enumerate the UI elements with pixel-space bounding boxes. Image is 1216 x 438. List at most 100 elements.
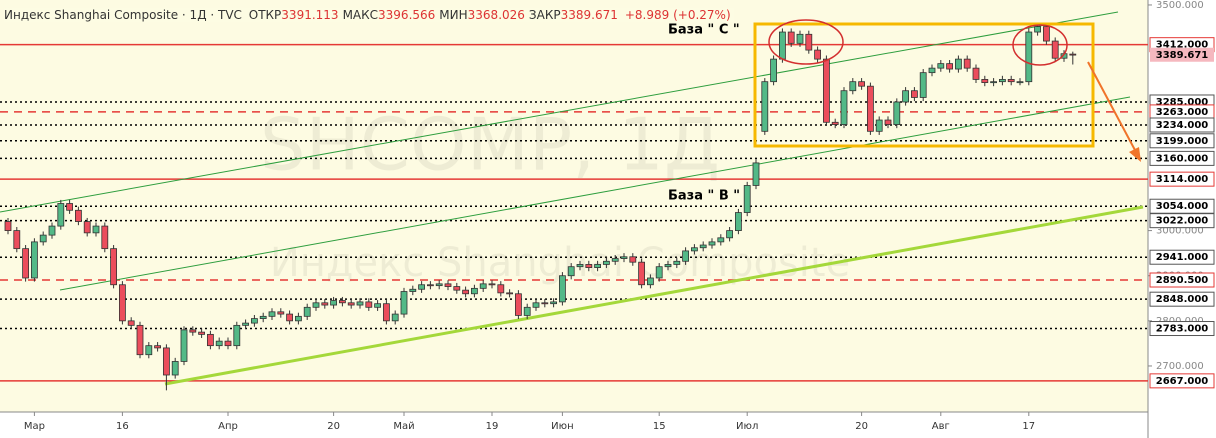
candle-body (57, 203, 65, 227)
candle-body (849, 81, 857, 92)
candle-body (708, 241, 716, 246)
candle-body (242, 322, 250, 326)
ohlc-label: ЗАКР (528, 8, 561, 22)
candle-body (13, 230, 21, 250)
candle-body (840, 90, 848, 125)
candle-body (66, 203, 73, 211)
candle-body (171, 361, 179, 376)
candle-body (541, 302, 549, 305)
candle-body (937, 63, 945, 69)
watermark: SHCOMP, 1Д (260, 103, 720, 187)
candle-body (4, 221, 12, 231)
candle-body (761, 81, 769, 132)
highlight-ellipse (768, 19, 844, 65)
x-tick-label: Июн (551, 421, 573, 432)
candle-body (162, 347, 170, 376)
candle-body (409, 288, 417, 292)
candle-body (1025, 31, 1033, 83)
candle-body (691, 247, 698, 252)
candle-body (488, 283, 496, 286)
candle-body (972, 67, 980, 80)
candle-body (611, 258, 619, 262)
channel-line-upper (0, 11, 1119, 213)
level-label: 3114.000 (1156, 174, 1209, 185)
level-label-box (1149, 321, 1215, 337)
base-c-box (753, 22, 1095, 148)
y-tick-label: 2700.000 (1156, 361, 1204, 372)
x-tick-label: Мар (24, 421, 45, 432)
highlight-ellipse (1012, 24, 1068, 66)
candle-body (224, 340, 232, 347)
candle-body (119, 284, 126, 322)
candle-body (30, 241, 38, 279)
candle-body (946, 63, 953, 70)
candle-body (823, 58, 830, 123)
candle-body (585, 264, 593, 268)
candle-body (875, 119, 883, 132)
candle-body (479, 283, 487, 289)
candle-body (347, 302, 355, 306)
time-axis-background (0, 412, 1148, 438)
change: +8.989 (+0.27%) (624, 8, 731, 22)
forecast-arrow-head (1129, 147, 1141, 162)
y-tick-label: 3500.000 (1156, 0, 1204, 11)
candle-body (858, 81, 865, 87)
candle-body (796, 33, 804, 44)
candle-body (1007, 79, 1015, 83)
candle-body (391, 313, 399, 322)
x-tick-label: Апр (218, 421, 238, 432)
candle-body (233, 324, 241, 347)
candle-body (699, 244, 707, 249)
candle-body (286, 313, 294, 322)
candle-body (1043, 26, 1050, 42)
candle-body (198, 331, 206, 335)
level-label: 3054.000 (1156, 201, 1209, 212)
level-label-box (1149, 133, 1215, 149)
candle-body (470, 287, 478, 295)
candle-body (955, 58, 962, 70)
last-price-box (1150, 47, 1214, 62)
y-tick-label: 3000.000 (1156, 226, 1204, 237)
candle-body (787, 31, 795, 44)
level-label-box (1149, 117, 1215, 133)
level-label: 2783.000 (1156, 324, 1209, 335)
ohlc-label: ОТКР (248, 8, 282, 22)
ohlc-value: 3396.566 (378, 8, 436, 22)
candle-body (180, 329, 188, 362)
level-label-box (1149, 171, 1215, 187)
x-tick-label: 17 (1022, 421, 1035, 432)
candle-body (603, 260, 610, 265)
candle-body (523, 306, 531, 316)
candle-body (735, 212, 742, 231)
candle-body (22, 248, 30, 279)
axes: 2700.0002800.0002900.0003000.0003500.000… (24, 0, 1215, 432)
candle-body (981, 79, 989, 83)
candle-body (867, 85, 874, 132)
level-label-box (1149, 213, 1215, 229)
candle-body (770, 58, 777, 83)
candle-body (374, 303, 382, 308)
candle-body (629, 256, 637, 263)
candle-body (259, 315, 267, 319)
candle-body (145, 345, 153, 356)
candle-body (206, 333, 214, 347)
candle-body (382, 303, 390, 322)
candle-body (110, 248, 117, 286)
candle-body (250, 318, 258, 324)
annotation: База " C " (668, 23, 740, 38)
candle-body (127, 320, 135, 326)
level-label-box (1149, 291, 1215, 307)
candle-body (321, 302, 329, 306)
x-tick-label: Май (393, 421, 414, 432)
candle-body (101, 225, 109, 250)
level-label-box (1149, 272, 1215, 288)
level-label: 3022.000 (1156, 216, 1209, 227)
level-label-box (1149, 373, 1215, 389)
candle-body (743, 185, 751, 213)
candle-body (594, 264, 601, 268)
channel-line-lower (59, 96, 1131, 291)
level-label: 2667.000 (1156, 376, 1209, 387)
candle-body (532, 302, 540, 308)
level-label: 2890.500 (1156, 275, 1209, 286)
